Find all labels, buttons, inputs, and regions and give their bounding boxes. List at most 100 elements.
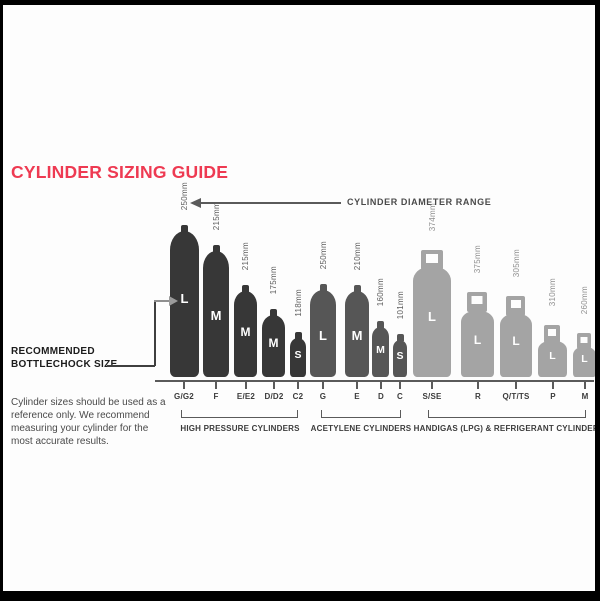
valve-icon	[320, 284, 327, 291]
cylinder-r: L	[461, 311, 494, 377]
diameter-label: 101mm	[396, 290, 405, 319]
cylinder-code-label: E/E2	[236, 392, 256, 401]
axis-tick	[477, 381, 479, 389]
cylinder-handle	[506, 296, 525, 316]
cylinder-d-acetylene: M	[372, 327, 389, 377]
disclaimer-text: Cylinder sizes should be used as a refer…	[11, 397, 166, 447]
chock-size-label: L	[319, 328, 327, 343]
cylinder-code-label: Q/T/TS	[502, 392, 530, 401]
diameter-label: 215mm	[212, 201, 221, 230]
cylinder-e-acetylene: M	[345, 291, 369, 377]
axis-tick	[399, 381, 401, 389]
left-arrowhead-icon	[190, 198, 201, 208]
valve-icon	[213, 245, 220, 252]
cylinder-code-label: G/G2	[174, 392, 194, 401]
diameter-label: 260mm	[580, 285, 589, 314]
handle-hole	[471, 296, 483, 304]
group-bracket	[321, 410, 401, 418]
diameter-label: 215mm	[241, 241, 250, 270]
valve-icon	[295, 332, 302, 339]
axis-tick	[552, 381, 554, 389]
valve-icon	[397, 334, 404, 341]
cylinder-m: L	[573, 347, 595, 377]
diameter-label: 118mm	[294, 289, 303, 317]
cylinder-q-t-ts: L	[500, 314, 532, 377]
axis-tick	[322, 381, 324, 389]
diameter-label: 374mm	[428, 202, 437, 231]
cylinder-code-label: D/D2	[264, 392, 284, 401]
chock-size-label: L	[180, 291, 189, 306]
handle-hole	[580, 337, 588, 343]
cylinder-code-label: F	[213, 392, 219, 401]
diameter-label: 160mm	[376, 277, 385, 306]
valve-icon	[181, 225, 188, 232]
group-label-high-pressure: HIGH PRESSURE CYLINDERS	[180, 424, 300, 433]
cylinder-handle	[421, 250, 443, 270]
cylinder-code-label: E	[354, 392, 360, 401]
cylinder-code-label: S/SE	[422, 392, 442, 401]
axis-tick	[273, 381, 275, 389]
diameter-range-label: CYLINDER DIAMETER RANGE	[347, 197, 492, 207]
diameter-label: 175mm	[269, 265, 278, 294]
cylinder-code-label: M	[581, 392, 589, 401]
callout-line	[107, 365, 155, 367]
valve-icon	[354, 285, 361, 292]
chock-size-label: L	[428, 309, 436, 324]
axis-tick	[245, 381, 247, 389]
axis-tick	[584, 381, 586, 389]
chock-size-label: L	[512, 334, 520, 348]
cylinder-code-label: G	[319, 392, 327, 401]
axis-tick	[515, 381, 517, 389]
diameter-label: 375mm	[473, 244, 482, 273]
handle-hole	[426, 254, 438, 263]
chock-size-label: S	[294, 349, 302, 361]
arrow-line	[200, 202, 341, 204]
cylinder-c-acetylene: S	[393, 340, 407, 377]
valve-icon	[242, 285, 249, 292]
chock-size-label: S	[396, 350, 404, 362]
page-title: CYLINDER SIZING GUIDE	[11, 162, 229, 182]
cylinder-code-label: P	[550, 392, 556, 401]
diameter-label: 250mm	[180, 181, 189, 210]
cylinder-handle	[577, 333, 591, 349]
handle-hole	[548, 329, 556, 336]
callout-line	[154, 301, 156, 366]
cylinder-p: L	[538, 341, 567, 377]
valve-icon	[377, 321, 384, 328]
group-label-handigas: HANDIGAS (LPG) & REFRIGERANT CYLINDERS	[413, 424, 595, 433]
diameter-label: 305mm	[512, 248, 521, 277]
axis-tick	[380, 381, 382, 389]
valve-icon	[270, 309, 277, 316]
group-label-acetylene: ACETYLENE CYLINDERS	[310, 424, 412, 433]
cylinder-handle	[544, 325, 560, 343]
axis-tick	[297, 381, 299, 389]
callout-line	[154, 300, 171, 302]
chock-size-label: M	[376, 344, 385, 356]
cylinder-handle	[467, 292, 487, 312]
chock-size-label: M	[268, 336, 279, 350]
axis-tick	[431, 381, 433, 389]
cylinder-code-label: D	[378, 392, 384, 401]
axis-tick	[356, 381, 358, 389]
cylinder-code-label: R	[475, 392, 481, 401]
axis-tick	[215, 381, 217, 389]
cylinder-d-d2: M	[262, 315, 285, 377]
diameter-label: 310mm	[548, 277, 557, 306]
handle-hole	[510, 300, 521, 308]
cylinder-e-e2: M	[234, 291, 257, 377]
chock-size-label: M	[351, 328, 363, 343]
group-bracket	[428, 410, 586, 418]
chock-size-label: L	[549, 350, 556, 362]
baseline-axis	[155, 380, 594, 382]
diagram-canvas: CYLINDER SIZING GUIDE CYLINDER DIAMETER …	[3, 5, 595, 591]
right-arrowhead-icon	[169, 296, 178, 306]
diameter-label: 250mm	[319, 240, 328, 269]
recommended-bottlechock-label: RECOMMENDED BOTTLECHOCK SIZE	[11, 346, 118, 370]
axis-tick	[183, 381, 185, 389]
cylinder-g-acetylene: L	[310, 290, 336, 377]
cylinder-c2: S	[290, 338, 306, 377]
cylinder-s-se: L	[413, 267, 451, 377]
diameter-label: 210mm	[353, 241, 362, 270]
chock-size-label: M	[240, 325, 251, 339]
